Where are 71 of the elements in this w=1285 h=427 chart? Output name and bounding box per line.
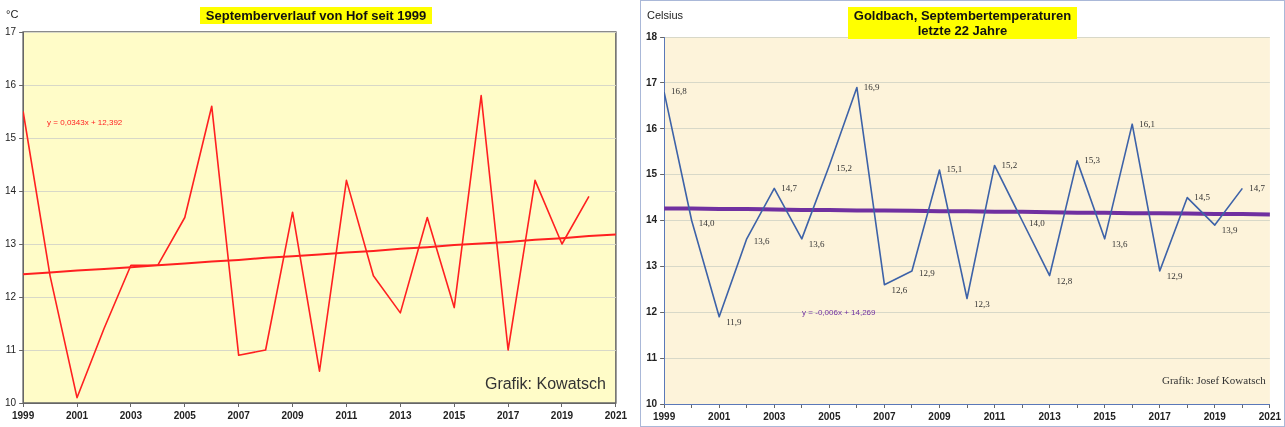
y-tick-label: 15 (5, 131, 17, 143)
x-tick-label: 2017 (496, 409, 520, 421)
data-label: 12,3 (974, 298, 991, 309)
y-tick-label: 15 (646, 168, 658, 180)
x-tick-label: 2003 (119, 409, 143, 421)
y-tick-label: 14 (5, 184, 17, 196)
x-tick-label: 2013 (389, 409, 412, 421)
y-tick-label: 17 (5, 25, 17, 37)
data-label: 13,6 (808, 239, 826, 250)
x-tick-label: 2003 (763, 410, 786, 422)
y-tick-label: 11 (5, 343, 17, 355)
y-tick-label: 16 (646, 122, 658, 134)
x-tick-label: 2019 (1203, 410, 1227, 422)
data-label: 14,7 (781, 182, 798, 193)
data-label: 16,1 (1139, 118, 1155, 129)
y-tick-label: 17 (646, 76, 658, 88)
data-label: 14,7 (1249, 182, 1266, 193)
data-label: 13,6 (753, 236, 770, 247)
x-tick-label: 2009 (281, 409, 305, 421)
x-tick-label: 1999 (653, 410, 676, 422)
y-tick-label: 10 (5, 396, 17, 408)
data-label: 13,6 (1111, 239, 1128, 250)
annotation: y = -0,006x + 14,269 (802, 308, 877, 318)
y-tick-label: 16 (5, 78, 17, 90)
data-label: 12,9 (918, 268, 936, 279)
x-tick-label: 2013 (1038, 410, 1062, 422)
chart-title: Septemberverlauf von Hof seit 1999 (199, 7, 433, 24)
x-tick-label: 2017 (1148, 410, 1172, 422)
data-label: 11,9 (726, 317, 743, 328)
y-tick-label: 14 (646, 214, 658, 226)
data-label: 12,6 (891, 285, 908, 296)
y-axis-title: °C (6, 8, 19, 20)
x-tick-label: 2001 (708, 410, 731, 422)
x-tick-label: 2019 (550, 409, 574, 421)
x-tick-label: 2005 (173, 409, 197, 421)
data-label: 12,8 (1056, 275, 1073, 286)
data-label: 16,9 (863, 81, 881, 92)
data-label: 14,0 (1029, 217, 1046, 228)
y-tick-label: 13 (646, 260, 658, 272)
x-tick-label: 2007 (873, 410, 896, 422)
data-label: 12,9 (1166, 271, 1183, 282)
data-label: 14,5 (1194, 191, 1211, 202)
x-tick-label: 2021 (1258, 410, 1282, 422)
x-tick-label: 2011 (983, 410, 1006, 422)
y-tick-label: 12 (5, 290, 17, 302)
x-tick-label: 2001 (65, 409, 89, 421)
data-label: 15,1 (946, 164, 963, 175)
y-tick-label: 18 (646, 30, 658, 42)
x-tick-label: 2011 (335, 409, 358, 421)
y-tick-label: 10 (646, 397, 658, 409)
data-label: 15,2 (836, 162, 853, 173)
annotation: Grafik: Josef Kowatsch (1162, 373, 1267, 386)
x-tick-label: 2021 (604, 409, 628, 421)
x-tick-label: 2007 (227, 409, 251, 421)
x-tick-label: 2005 (818, 410, 841, 422)
annotation: Grafik: Kowatsch (484, 375, 606, 393)
y-tick-label: 11 (646, 351, 658, 363)
y-axis-title: Celsius (647, 9, 684, 21)
data-label: 14,0 (698, 217, 715, 228)
y-tick-label: 13 (5, 237, 17, 249)
data-label: 13,9 (1221, 225, 1239, 236)
data-label: 15,3 (1084, 155, 1101, 166)
x-tick-label: 2015 (443, 409, 466, 421)
data-label: 16,8 (671, 86, 688, 97)
x-tick-label: 2015 (1093, 410, 1117, 422)
annotation: y = 0,0343x + 12,392 (47, 118, 123, 128)
chart-title: Goldbach, Septembertemperaturen letzte 22 Jahre (847, 7, 1078, 39)
x-tick-label: 1999 (12, 409, 35, 421)
y-tick-label: 12 (646, 306, 658, 317)
data-label: 15,2 (1001, 159, 1018, 170)
x-tick-label: 2009 (928, 410, 952, 422)
